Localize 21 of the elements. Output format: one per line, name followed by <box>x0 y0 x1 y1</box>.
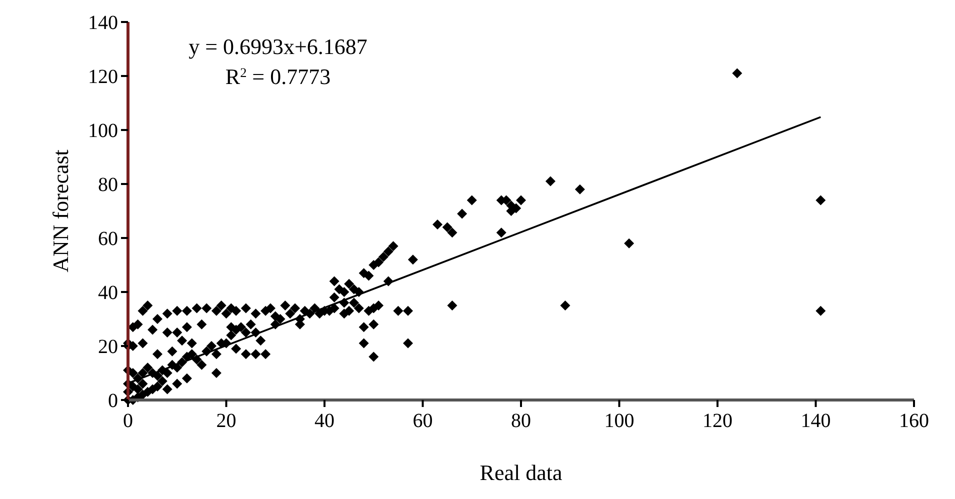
x-tick-label: 100 <box>604 410 634 432</box>
x-tick-label: 60 <box>412 410 433 432</box>
y-tick-label: 60 <box>98 228 118 250</box>
y-tick-label: 0 <box>108 390 118 412</box>
y-axis-title: ANN forecast <box>48 150 73 272</box>
x-tick-label: 0 <box>123 410 133 432</box>
y-tick-label: 40 <box>98 282 118 304</box>
y-tick-label: 100 <box>88 120 118 142</box>
x-tick-label: 120 <box>702 410 732 432</box>
annotation: y = 0.6993x+6.1687 <box>188 34 368 59</box>
x-tick-label: 160 <box>899 410 929 432</box>
y-tick-label: 80 <box>98 174 118 196</box>
x-tick-label: 140 <box>800 410 831 432</box>
y-tick-label: 20 <box>98 336 118 358</box>
x-tick-label: 40 <box>314 410 334 432</box>
x-tick-label: 20 <box>216 410 236 432</box>
y-tick-label: 140 <box>88 12 118 34</box>
x-axis-title: Real data <box>480 460 562 485</box>
y-tick-label: 120 <box>88 66 118 88</box>
annotation: R$^{2}$ = 0.7773 <box>225 64 331 89</box>
x-tick-label: 80 <box>511 410 531 432</box>
